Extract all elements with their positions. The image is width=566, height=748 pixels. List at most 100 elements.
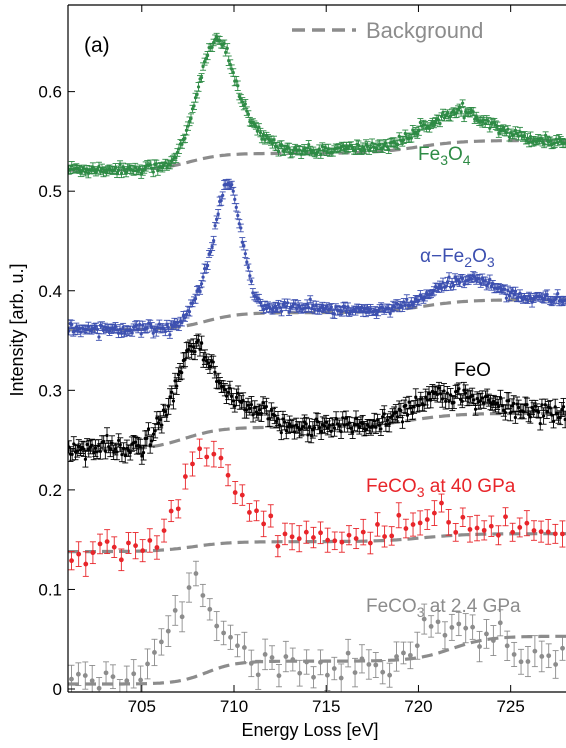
data-point — [463, 391, 468, 395]
data-point — [414, 395, 418, 399]
data-point — [400, 305, 404, 309]
data-point — [303, 529, 309, 535]
data-point — [163, 409, 167, 414]
data-point — [442, 632, 448, 638]
data-point — [488, 523, 494, 529]
data-point — [490, 638, 496, 643]
data-point — [428, 624, 434, 629]
series-4 — [68, 560, 566, 692]
data-point — [296, 425, 300, 430]
data-point — [319, 153, 323, 157]
data-point — [242, 244, 246, 248]
data-point — [206, 361, 210, 365]
data-point — [199, 282, 204, 286]
data-point — [103, 670, 109, 676]
data-point — [151, 432, 156, 436]
data-point — [156, 421, 161, 425]
background-curve-0 — [68, 138, 566, 172]
data-point — [325, 537, 331, 543]
data-point — [282, 531, 288, 537]
data-point — [243, 102, 247, 106]
data-point — [403, 526, 409, 531]
data-point — [560, 531, 565, 537]
data-point — [121, 325, 125, 330]
data-point — [165, 323, 169, 327]
data-point — [364, 427, 368, 431]
data-point — [506, 127, 510, 131]
data-point — [539, 654, 545, 659]
background-curve-4 — [68, 634, 566, 686]
data-point — [311, 303, 315, 307]
data-point — [449, 625, 455, 630]
data-point — [108, 447, 112, 451]
data-point — [145, 436, 149, 440]
data-point — [534, 140, 539, 144]
data-point — [141, 450, 146, 455]
data-point — [453, 276, 457, 280]
data-point — [480, 277, 484, 281]
data-point — [283, 654, 289, 659]
data-point — [188, 344, 192, 348]
data-point — [461, 276, 465, 281]
data-point — [168, 508, 174, 514]
data-point — [387, 672, 393, 678]
data-point — [340, 310, 344, 314]
data-point — [233, 197, 237, 201]
data-point — [244, 408, 249, 412]
data-point — [503, 411, 508, 415]
series-label-0: Fe3O4 — [418, 144, 471, 168]
data-point — [117, 438, 121, 443]
data-point — [102, 439, 106, 444]
data-point — [518, 659, 524, 665]
data-point — [166, 404, 171, 409]
data-point — [412, 405, 416, 409]
data-point — [76, 551, 82, 557]
label-part: 2 — [464, 254, 472, 270]
data-point — [311, 428, 315, 432]
data-point — [318, 659, 323, 665]
data-point — [210, 244, 214, 249]
data-point — [207, 606, 213, 612]
data-point — [512, 401, 516, 406]
data-point — [226, 390, 230, 395]
data-point — [246, 403, 250, 407]
data-point — [221, 384, 225, 389]
data-point — [229, 394, 234, 399]
data-point — [82, 447, 86, 451]
data-point — [216, 212, 220, 216]
data-point — [200, 341, 204, 345]
series-2 — [68, 333, 566, 468]
data-series — [68, 32, 566, 692]
data-point — [193, 571, 199, 576]
data-point — [318, 530, 323, 536]
data-point — [151, 170, 155, 174]
background-curve-1 — [68, 298, 566, 332]
data-point — [417, 520, 423, 526]
data-point — [186, 348, 190, 352]
data-point — [339, 539, 345, 545]
data-point — [125, 446, 129, 450]
data-point — [532, 408, 536, 412]
data-point — [138, 677, 144, 683]
data-point — [527, 141, 531, 145]
data-point — [90, 550, 96, 556]
data-point — [111, 544, 117, 550]
data-point — [305, 149, 309, 153]
data-point — [241, 645, 247, 650]
data-point — [158, 418, 162, 422]
data-point — [133, 543, 138, 549]
data-point — [394, 411, 398, 415]
data-point — [276, 149, 281, 154]
data-point — [390, 306, 394, 310]
data-point — [524, 139, 528, 143]
data-point — [329, 305, 333, 309]
data-point — [311, 535, 316, 540]
data-point — [531, 528, 537, 533]
data-point — [113, 165, 118, 170]
data-point — [399, 408, 403, 413]
y-tick-label: 0.1 — [38, 580, 62, 599]
data-point — [268, 416, 272, 421]
data-point — [501, 126, 505, 130]
data-point — [312, 426, 317, 430]
data-point — [371, 424, 375, 428]
